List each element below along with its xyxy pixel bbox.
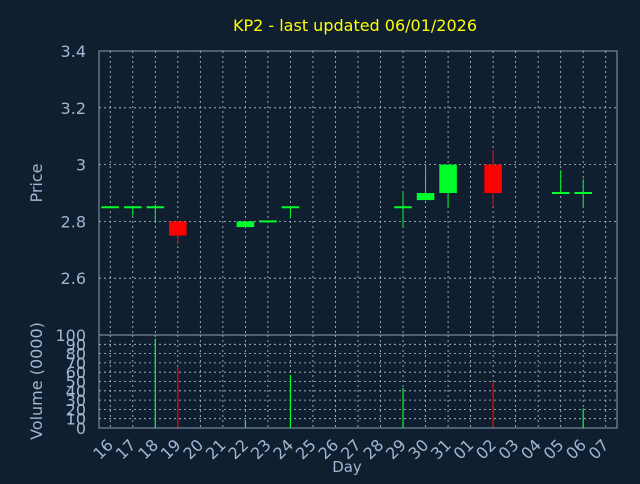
volume-y-tick-label: 30	[66, 391, 86, 410]
price-grid	[99, 50, 617, 335]
candle-body	[236, 221, 255, 228]
candle-06	[574, 178, 593, 208]
candle-24	[281, 206, 300, 219]
volume-plot-border	[98, 334, 618, 429]
volume-y-tick-label: 10	[66, 410, 86, 429]
candles	[101, 150, 593, 245]
candle-05	[551, 170, 570, 194]
candle-body	[169, 221, 187, 236]
chart-title: KP2 - last updated 06/01/2026	[233, 16, 477, 35]
volume-y-tick-label: 80	[66, 345, 86, 364]
price-panel: 3.4 3.2 3 2.8 2.6 Price	[27, 42, 618, 336]
candle-body	[439, 164, 457, 193]
price-y-axis-label: Price	[27, 163, 46, 202]
candle-31	[439, 164, 457, 208]
price-y-tick-label: 2.6	[61, 269, 86, 288]
price-y-tick-label: 3	[76, 156, 86, 175]
volume-grid	[99, 334, 617, 429]
volume-bars	[154, 338, 584, 428]
x-axis-label: Day	[332, 458, 362, 476]
candle-30	[416, 164, 435, 201]
volume-y-tick-label: 0	[76, 419, 86, 438]
price-y-tick-label: 3.2	[61, 99, 86, 118]
volume-y-tick-label: 60	[66, 363, 86, 382]
candle-22	[236, 221, 255, 228]
candle-body	[484, 164, 502, 193]
candle-29	[394, 193, 412, 228]
price-y-tick-label: 2.8	[61, 212, 86, 231]
price-y-tick-label: 3.4	[61, 42, 86, 61]
volume-y-tick-label: 90	[66, 335, 86, 354]
volume-y-tick-label: 20	[66, 400, 86, 419]
candle-19	[169, 221, 187, 245]
x-tick-label: 07	[585, 435, 613, 463]
candle-body	[416, 193, 435, 201]
volume-y-tick-label: 50	[66, 373, 86, 392]
candle-18	[146, 204, 165, 222]
price-y-ticks: 3.4 3.2 3 2.8 2.6	[61, 42, 86, 288]
volume-y-tick-label: 70	[66, 354, 86, 373]
volume-y-tick-label: 100	[55, 326, 86, 345]
candle-02	[484, 150, 502, 208]
candle-17	[123, 206, 142, 216]
volume-y-axis-label: Volume (0000)	[27, 322, 46, 440]
volume-y-tick-label: 40	[66, 382, 86, 401]
